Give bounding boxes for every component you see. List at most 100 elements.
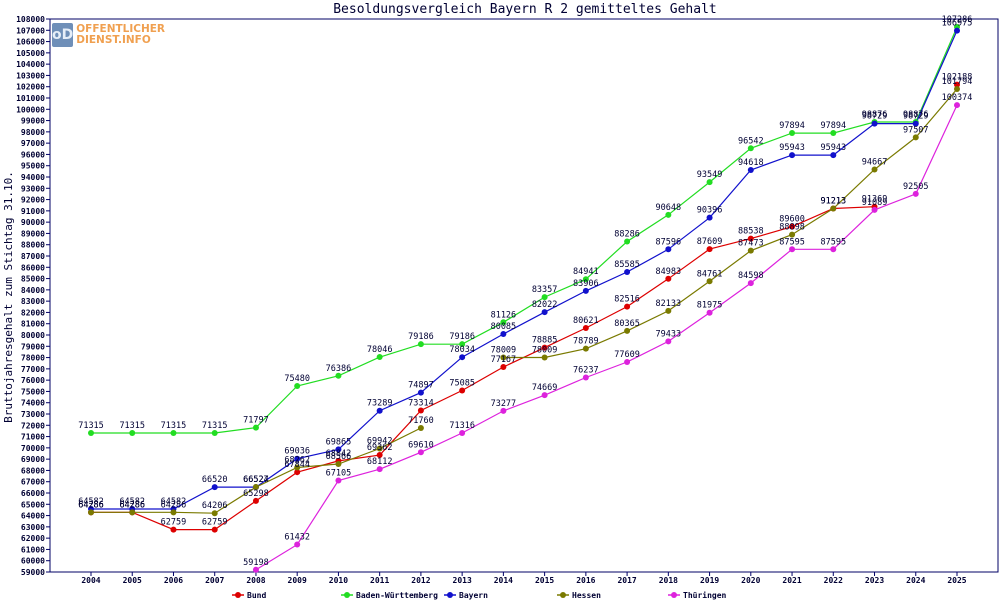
data-label-bayern: 95943 [820,143,846,153]
data-label-bund: 82516 [614,295,640,305]
data-point-th-ringen [912,190,919,197]
data-label-baden-w-rttemberg: 78046 [367,345,393,355]
x-axis-ticks: 2004 2005 2006 2007 2008 2009 2010 2011 2012 2013… [81,572,967,585]
x-tick-label: 2006 [164,576,183,585]
data-point-baden-w-rttemberg [417,341,424,348]
data-point-hessen [624,327,631,334]
data-label-hessen: 97507 [903,125,929,135]
y-tick-label: 63000 [21,523,45,532]
data-label-bayern: 64582 [119,497,145,507]
data-label-bayern: 69036 [284,447,310,457]
data-point-th-ringen [582,374,589,381]
data-label-bund: 64286 [119,500,145,510]
data-point-hessen [871,166,878,173]
x-tick-label: 2010 [329,576,348,585]
data-label-th-ringen: 68112 [367,457,393,467]
data-point-hessen [376,445,383,452]
data-label-bayern: 74897 [408,381,434,391]
data-point-baden-w-rttemberg [211,430,218,437]
data-label-baden-w-rttemberg: 79186 [449,332,475,342]
data-point-th-ringen [500,407,507,414]
data-label-hessen: 82133 [656,299,682,309]
y-tick-label: 84000 [21,286,45,295]
y-tick-label: 77000 [21,365,45,374]
data-label-th-ringen: 69610 [408,440,434,450]
data-point-bund [294,469,301,476]
series-line-baden-w-rttemberg [91,26,958,434]
data-point-th-ringen [376,466,383,473]
data-point-bayern [500,331,507,338]
y-tick-label: 86000 [21,263,45,272]
data-point-bund [459,387,466,394]
y-tick-label: 81000 [21,320,45,329]
data-point-th-ringen [747,280,754,287]
data-point-hessen [954,86,960,93]
data-point-bayern [376,407,383,414]
data-point-bund [252,497,259,504]
data-point-bayern [582,287,589,294]
data-label-hessen: 66527 [243,475,269,485]
data-label-th-ringen: 87595 [779,237,805,247]
data-point-bayern [830,152,837,159]
y-tick-label: 80000 [21,331,45,340]
data-point-bund [417,407,424,414]
data-point-th-ringen [954,102,960,109]
y-tick-label: 103000 [16,71,45,80]
series-points [88,24,960,573]
data-point-bayern [871,120,878,127]
data-point-hessen [830,205,837,212]
site-logo: oD OFFENTLICHER DIENST.INFO [52,21,165,49]
legend-swatch-bund [235,592,241,598]
chart-title: Besoldungsvergleich Bayern R 2 gemittelt… [333,2,717,17]
data-point-th-ringen [665,338,672,345]
data-label-bund: 89600 [779,215,805,225]
y-tick-label: 76000 [21,376,45,385]
data-point-baden-w-rttemberg [335,372,342,379]
data-point-th-ringen [417,449,424,456]
data-point-baden-w-rttemberg [789,130,796,137]
data-point-th-ringen [789,246,796,253]
data-label-hessen: 64206 [202,501,228,511]
data-label-baden-w-rttemberg: 75480 [284,374,310,384]
data-point-hessen [541,354,548,361]
y-axis-label: Bruttojahresgehalt zum Stichtag 31.10. [2,171,15,423]
x-tick-label: 2013 [453,576,472,585]
y-tick-label: 82000 [21,308,45,317]
data-label-hessen: 64286 [78,500,104,510]
data-point-bayern [624,268,631,275]
data-label-baden-w-rttemberg: 76386 [326,364,352,374]
data-label-bund: 69362 [367,443,393,453]
data-label-bayern: 98729 [903,112,929,122]
y-tick-label: 59000 [21,568,45,577]
y-tick-label: 97000 [21,139,45,148]
data-point-hessen [417,424,424,431]
data-label-bayern: 80085 [491,322,517,332]
x-tick-label: 2008 [246,576,265,585]
data-label-hessen: 87473 [738,239,764,249]
data-label-th-ringen: 91089 [862,198,888,208]
y-tick-label: 93000 [21,184,45,193]
y-tick-label: 67000 [21,478,45,487]
data-label-hessen: 91213 [820,196,846,206]
data-point-baden-w-rttemberg [541,294,548,301]
data-label-baden-w-rttemberg: 71797 [243,416,269,426]
x-tick-label: 2005 [123,576,142,585]
data-label-bund: 62759 [161,518,187,528]
y-tick-label: 66000 [21,489,45,498]
data-label-hessen: 69942 [367,437,393,447]
data-label-baden-w-rttemberg: 83357 [532,285,558,295]
data-point-hessen [88,509,94,516]
data-label-baden-w-rttemberg: 88286 [614,229,640,239]
data-label-baden-w-rttemberg: 98876 [862,110,888,120]
data-label-baden-w-rttemberg: 81126 [491,310,517,320]
data-point-baden-w-rttemberg [376,354,383,361]
data-point-bayern [665,246,672,253]
legend: Bund Baden-Württemberg Bayern Hessen Thüring… [232,590,727,600]
data-point-bund [541,344,548,351]
y-tick-label: 104000 [16,60,45,69]
x-tick-label: 2020 [741,576,760,585]
y-tick-label: 65000 [21,500,45,509]
data-point-hessen [706,278,713,285]
data-label-baden-w-rttemberg: 90648 [656,203,682,213]
data-label-bayern: 69865 [326,437,352,447]
